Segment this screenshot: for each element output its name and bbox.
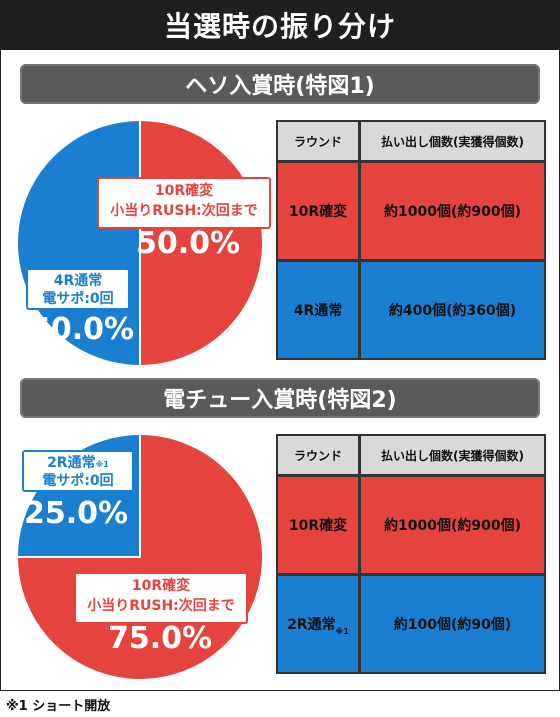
section1-blue-label-box xyxy=(26,268,130,310)
section1-table: ラウンド 払い出し個数(実獲得個数) 10R確変 約1000個(約900個) 4… xyxy=(276,120,546,360)
section1-blue-label-line1: 4R通常 xyxy=(53,273,103,289)
section2-red-label-box xyxy=(74,572,248,624)
section1-red-label-box xyxy=(97,177,271,229)
table-cell: 10R確変 xyxy=(278,163,358,259)
section2-blue-percent: 25.0% xyxy=(23,496,129,531)
section1-blue-label-line2: 電サポ:0回 xyxy=(42,291,114,307)
footnote: ※1 ショート開放 xyxy=(6,699,111,714)
section2-blue-label-box xyxy=(22,450,134,492)
section2-red-label-line2: 小当りRUSH:次回まで xyxy=(87,598,235,614)
section1-red-label-line2: 小当りRUSH:次回まで xyxy=(110,203,258,219)
table-cell: 約100個(約90個) xyxy=(361,576,544,672)
section2-table: ラウンド 払い出し個数(実獲得個数) 10R確変 約1000個(約900個) 2… xyxy=(276,434,546,674)
section2-red-percent: 75.0% xyxy=(107,621,213,656)
section2-red-label-line1: 10R確変 xyxy=(131,578,191,594)
section1-title: ヘソ入賞時(特図1) xyxy=(20,64,540,104)
table-cell: 2R通常 ※1 xyxy=(278,576,358,672)
section2-blue-label-line2: 電サポ:0回 xyxy=(42,473,114,489)
section1-red-label-line1: 10R確変 xyxy=(154,183,214,199)
table-cell-text: 2R通常 xyxy=(287,617,336,633)
table-cell: 4R通常 xyxy=(278,262,358,358)
table-cell: 10R確変 xyxy=(278,477,358,573)
table-cell-note: ※1 xyxy=(335,627,349,636)
table-header-payout: 払い出し個数(実獲得個数) xyxy=(361,122,544,160)
table-header-payout: 払い出し個数(実獲得個数) xyxy=(361,436,544,474)
table-header-round: ラウンド xyxy=(278,122,358,160)
table-cell: 約1000個(約900個) xyxy=(361,163,544,259)
section2-blue-label-note: ※1 xyxy=(95,460,109,469)
section1-blue-percent: 50.0% xyxy=(29,312,135,347)
table-cell: 約400個(約360個) xyxy=(361,262,544,358)
table-header-round: ラウンド xyxy=(278,436,358,474)
section2-blue-label-line1: 2R通常※1 xyxy=(22,452,134,472)
section2-title: 電チュー入賞時(特図2) xyxy=(20,378,540,418)
page-title: 当選時の振り分け xyxy=(0,0,560,50)
section1-red-percent: 50.0% xyxy=(135,226,241,261)
table-cell: 約1000個(約900個) xyxy=(361,477,544,573)
section2-blue-label-text: 2R通常 xyxy=(47,455,96,471)
